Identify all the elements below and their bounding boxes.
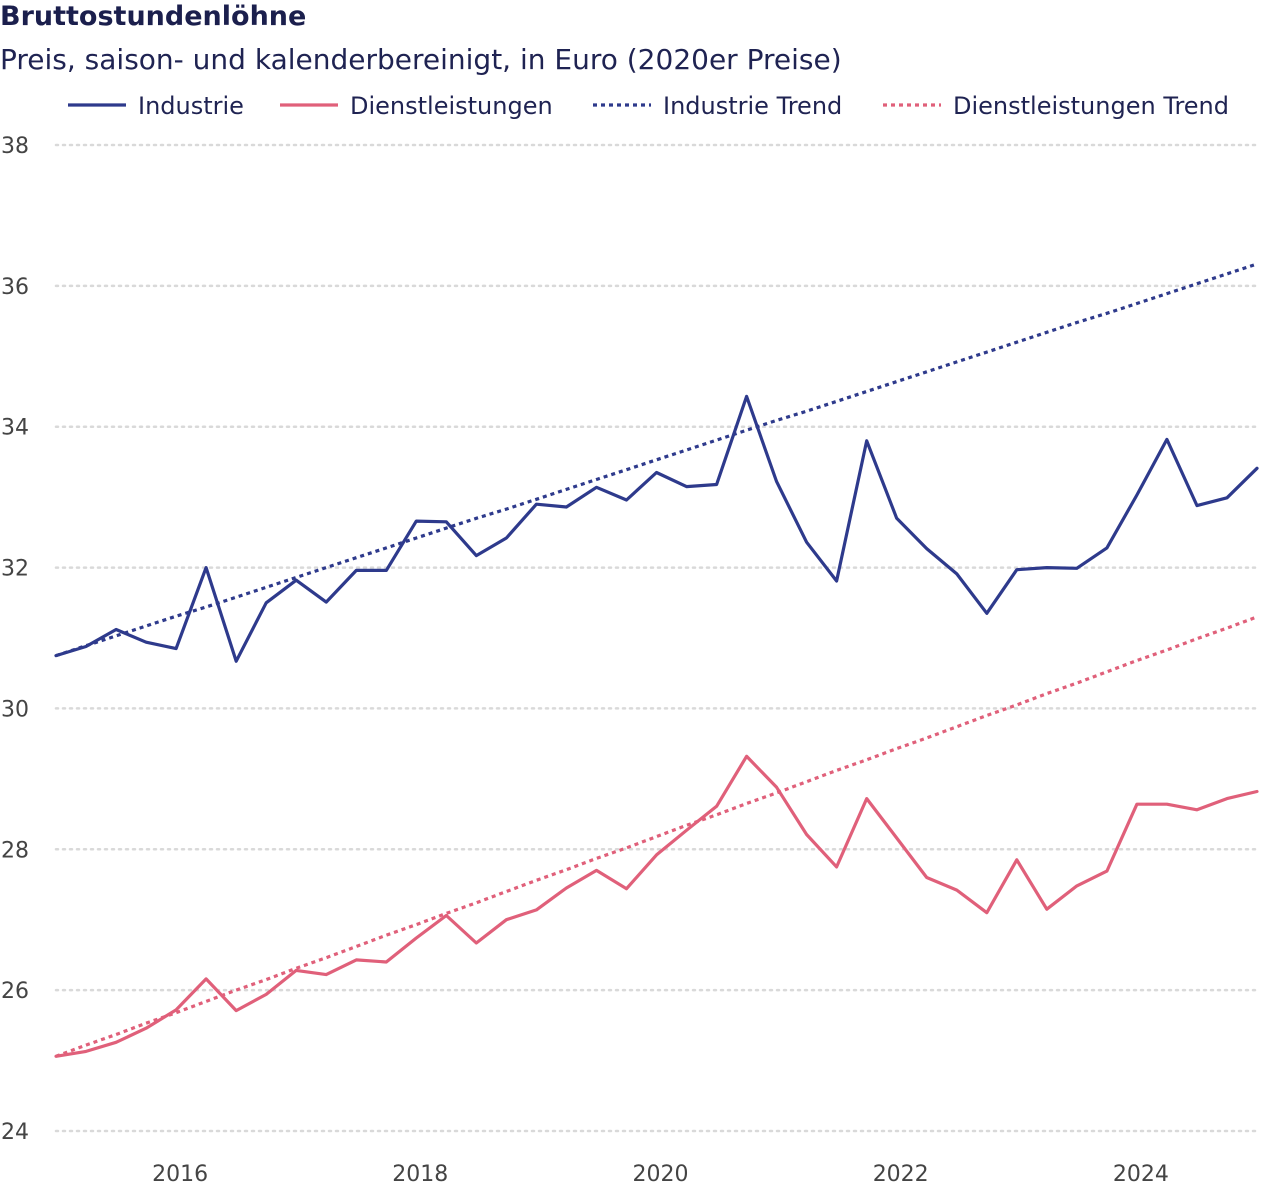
y-axis-ticks: 24 26 28 30 32 34 36 38: [1, 134, 29, 1145]
y-tick-label: 34: [1, 416, 29, 441]
y-tick-label: 28: [1, 838, 29, 863]
series-line-dienstleistungen: [54, 754, 1259, 1058]
chart-subtitle: Preis, saison- und kalenderbereinigt, in…: [0, 43, 842, 76]
series-line-dienstleistungen-trend: [55, 615, 1258, 1058]
y-tick-label: 24: [1, 1120, 29, 1145]
y-tick-label: 30: [1, 697, 29, 722]
legend-label: Dienstleistungen Trend: [953, 92, 1229, 120]
gridlines: [54, 143, 1259, 1133]
x-tick-label: 2020: [633, 1162, 689, 1187]
legend: Industrie Dienstleistungen Industrie Trend…: [68, 92, 1229, 120]
x-tick-label: 2022: [873, 1162, 929, 1187]
y-tick-label: 32: [1, 557, 29, 582]
legend-label: Dienstleistungen: [350, 92, 553, 120]
x-tick-label: 2024: [1113, 1162, 1169, 1187]
x-axis-ticks: 2016 2018 2020 2022 2024: [152, 1162, 1169, 1187]
y-tick-label: 36: [1, 275, 29, 300]
legend-label: Industrie Trend: [663, 92, 842, 120]
x-tick-label: 2018: [392, 1162, 448, 1187]
chart-title: Bruttostundenlöhne: [0, 1, 307, 32]
legend-label: Industrie: [138, 92, 244, 120]
x-tick-label: 2016: [152, 1162, 208, 1187]
y-tick-label: 38: [1, 134, 29, 159]
series-line-industrie: [54, 394, 1259, 663]
series-lines: [54, 262, 1259, 1058]
series-line-industrie-trend: [55, 262, 1258, 658]
y-tick-label: 26: [1, 979, 29, 1004]
